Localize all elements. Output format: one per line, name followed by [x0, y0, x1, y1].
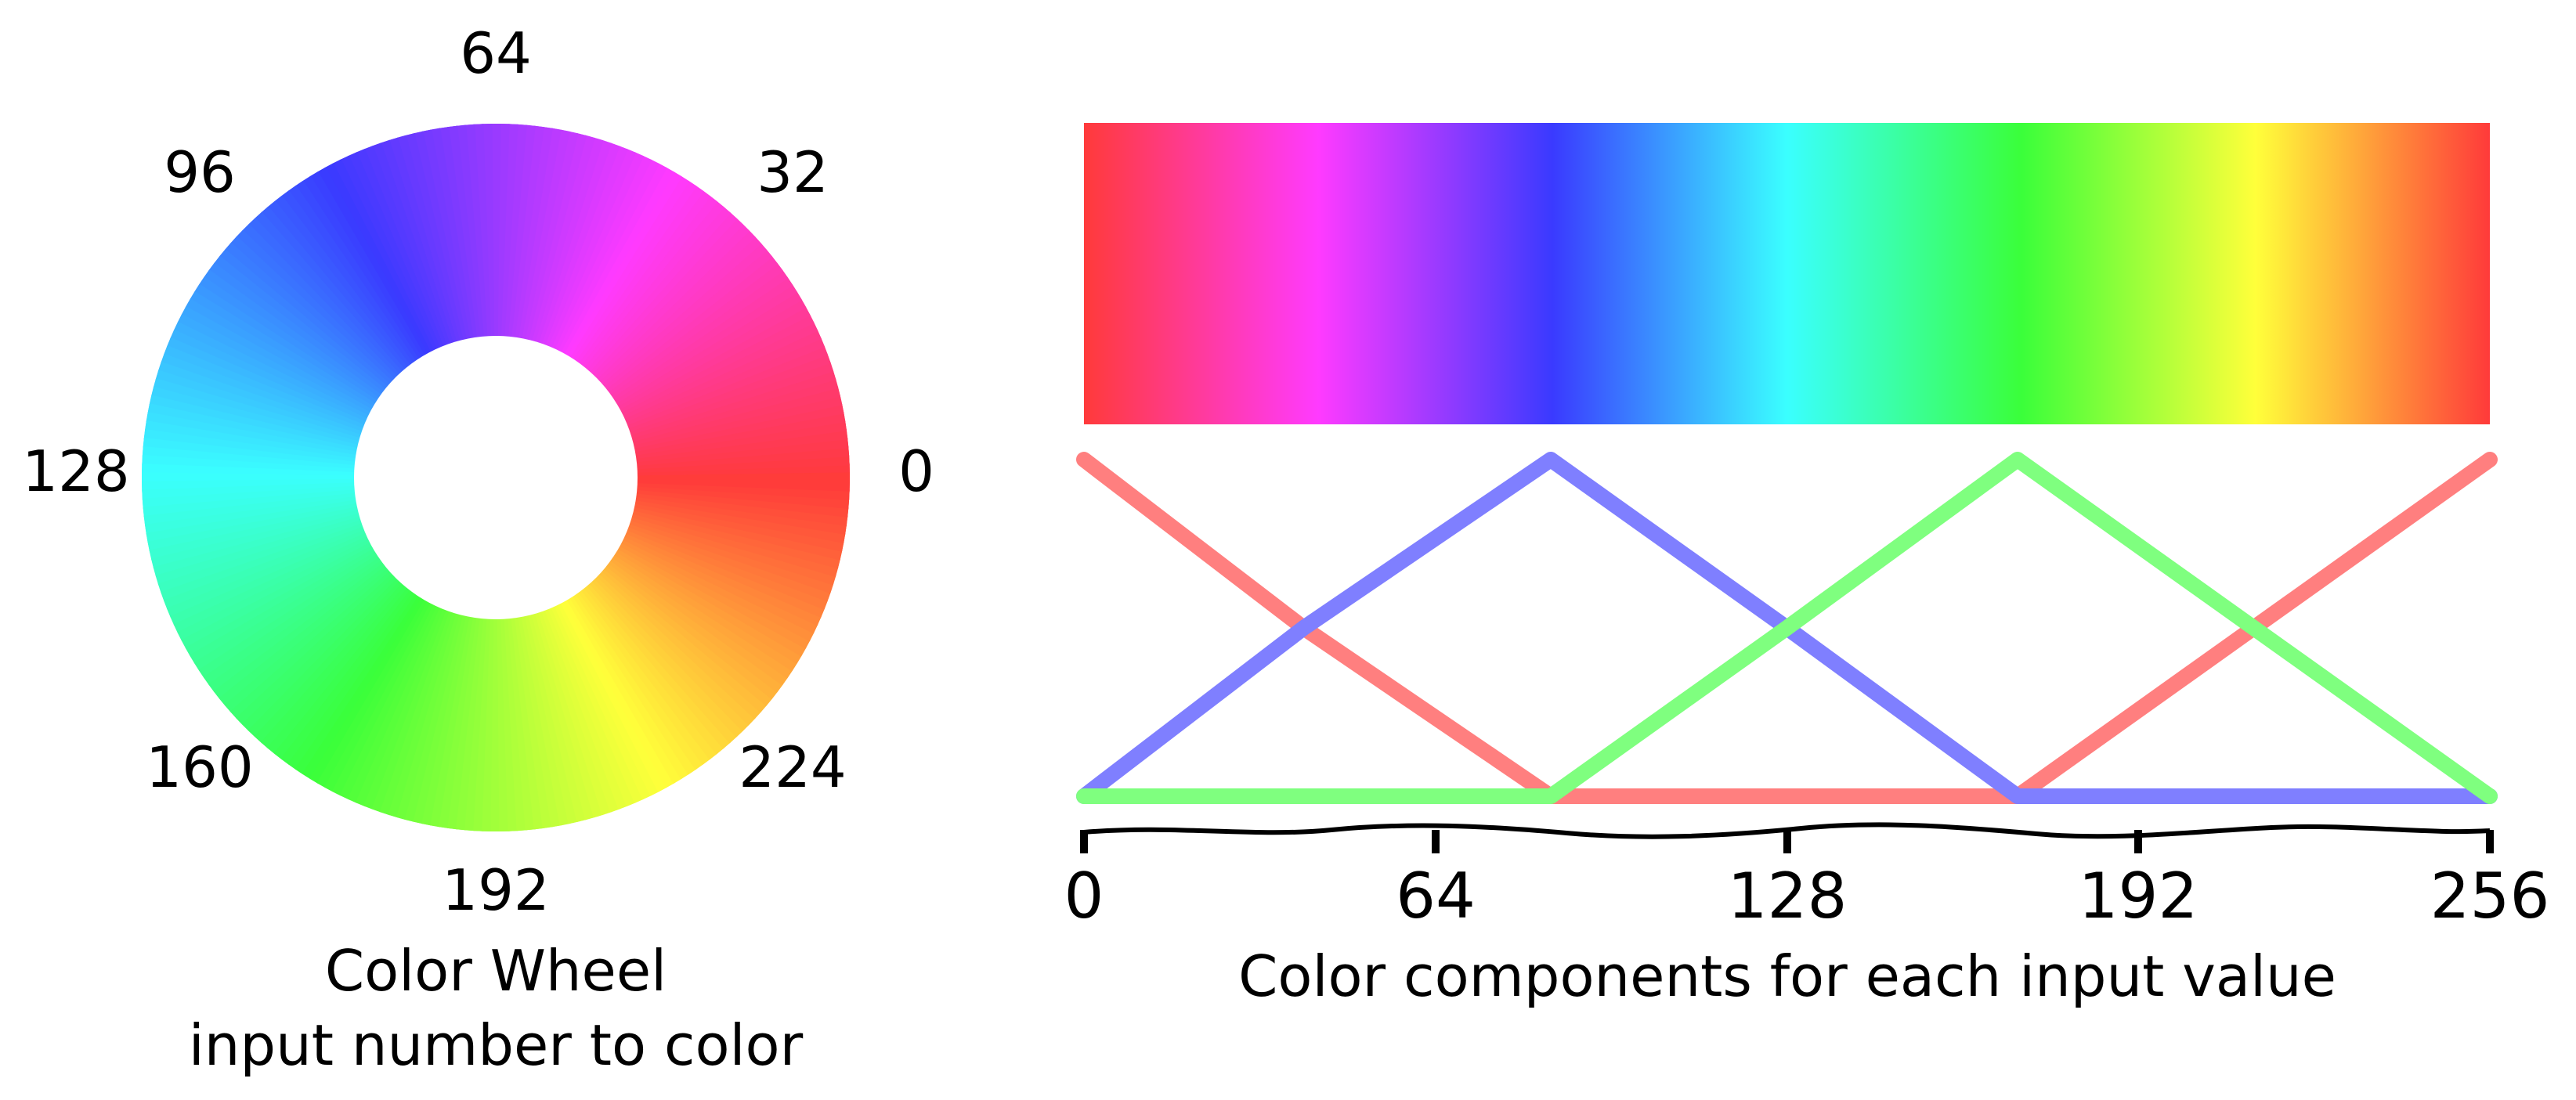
green-component-line — [1076, 452, 2498, 804]
wheel-label-224: 224 — [739, 734, 846, 800]
x-axis-caption: Color components for each input value — [1238, 943, 2336, 1009]
wheel-label-96: 96 — [164, 139, 236, 205]
wheel-label-192: 192 — [442, 857, 549, 923]
wheel-label-0: 0 — [898, 438, 934, 504]
wheel-caption-subtitle: input number to color — [189, 1012, 804, 1078]
x-axis-line — [1083, 822, 2491, 839]
wheel-label-128: 128 — [22, 438, 129, 504]
wheel-label-32: 32 — [757, 139, 829, 205]
color-strip — [1084, 123, 2490, 424]
x-tick-label-64: 64 — [1396, 860, 1476, 932]
x-tick-label-128: 128 — [1728, 860, 1848, 932]
x-tick-label-192: 192 — [2079, 860, 2198, 932]
x-axis-ticks — [1080, 830, 2494, 853]
color-wheel — [142, 124, 850, 831]
component-lines — [1076, 452, 2498, 804]
wheel-label-64: 64 — [460, 20, 532, 86]
x-tick-label-256: 256 — [2430, 860, 2550, 932]
wheel-caption-title: Color Wheel — [325, 938, 667, 1004]
x-tick-label-0: 0 — [1064, 860, 1104, 932]
wheel-label-160: 160 — [146, 734, 253, 800]
color-wheel-hole — [354, 336, 638, 619]
